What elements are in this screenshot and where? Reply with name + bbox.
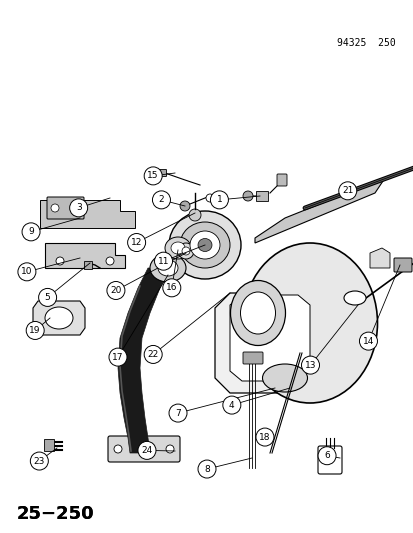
Circle shape [169,404,187,422]
Circle shape [106,257,114,265]
Circle shape [144,345,162,364]
Text: 25−250: 25−250 [17,505,94,523]
Circle shape [56,257,64,265]
Ellipse shape [343,291,365,305]
Ellipse shape [158,260,178,276]
Circle shape [154,252,172,270]
Circle shape [338,182,356,200]
Circle shape [197,460,216,478]
FancyBboxPatch shape [108,436,180,462]
Text: 5: 5 [45,293,50,302]
Circle shape [71,204,79,212]
Ellipse shape [171,242,185,254]
Circle shape [358,332,377,350]
Circle shape [222,396,240,414]
Text: 11: 11 [157,257,169,265]
Text: 21: 21 [341,187,353,195]
Circle shape [178,243,194,259]
Circle shape [69,199,88,217]
Circle shape [51,204,59,212]
Text: 13: 13 [304,361,316,369]
Circle shape [166,445,173,453]
Circle shape [255,428,273,446]
Polygon shape [254,178,384,243]
Circle shape [144,167,162,185]
Ellipse shape [242,243,377,403]
Text: 6: 6 [323,451,329,460]
Circle shape [18,263,36,281]
Text: 4: 4 [228,401,234,409]
Ellipse shape [165,237,190,259]
Circle shape [206,194,214,202]
Circle shape [317,447,335,465]
Text: 9: 9 [28,228,34,236]
Circle shape [30,452,48,470]
Circle shape [152,191,170,209]
Text: 3: 3 [76,204,81,212]
Circle shape [114,445,122,453]
Text: 20: 20 [110,286,121,295]
Circle shape [210,191,228,209]
Circle shape [301,356,319,374]
Circle shape [242,191,252,201]
FancyBboxPatch shape [242,352,262,364]
Circle shape [189,209,201,221]
Polygon shape [230,295,309,381]
Text: 16: 16 [166,284,177,292]
Polygon shape [118,268,170,453]
Text: 14: 14 [362,337,373,345]
Circle shape [182,247,190,255]
Ellipse shape [197,238,211,252]
FancyBboxPatch shape [317,446,341,474]
Circle shape [22,223,40,241]
Text: 22: 22 [147,350,159,359]
Text: 18: 18 [259,433,270,441]
Circle shape [127,233,145,252]
Ellipse shape [262,364,307,392]
Circle shape [162,279,180,297]
Polygon shape [40,200,135,228]
Text: 94325  250: 94325 250 [336,38,394,47]
Text: 19: 19 [29,326,41,335]
Circle shape [109,348,127,366]
FancyBboxPatch shape [84,261,92,269]
Circle shape [38,288,57,306]
FancyBboxPatch shape [157,169,166,176]
Polygon shape [45,243,125,268]
FancyBboxPatch shape [276,174,286,186]
Ellipse shape [240,292,275,334]
Text: 2: 2 [158,196,164,204]
Circle shape [107,281,125,300]
Text: 10: 10 [21,268,33,276]
Text: 8: 8 [204,465,209,473]
Circle shape [180,201,190,211]
FancyBboxPatch shape [393,258,411,272]
Ellipse shape [169,211,240,279]
FancyBboxPatch shape [255,191,267,201]
Text: 24: 24 [141,446,152,455]
Ellipse shape [180,222,230,268]
Polygon shape [369,248,389,268]
FancyBboxPatch shape [47,197,84,219]
Ellipse shape [230,280,285,345]
Circle shape [138,441,156,459]
Circle shape [26,321,44,340]
Ellipse shape [45,307,73,329]
Text: 15: 15 [147,172,159,180]
Polygon shape [214,293,324,393]
Text: 23: 23 [33,457,45,465]
Ellipse shape [150,254,185,282]
Text: 1: 1 [216,196,222,204]
Text: 17: 17 [112,353,123,361]
Ellipse shape [190,231,219,259]
FancyBboxPatch shape [44,439,54,451]
Polygon shape [33,301,85,335]
Text: 25−250: 25−250 [17,505,94,523]
Text: 12: 12 [131,238,142,247]
Text: 7: 7 [175,409,180,417]
